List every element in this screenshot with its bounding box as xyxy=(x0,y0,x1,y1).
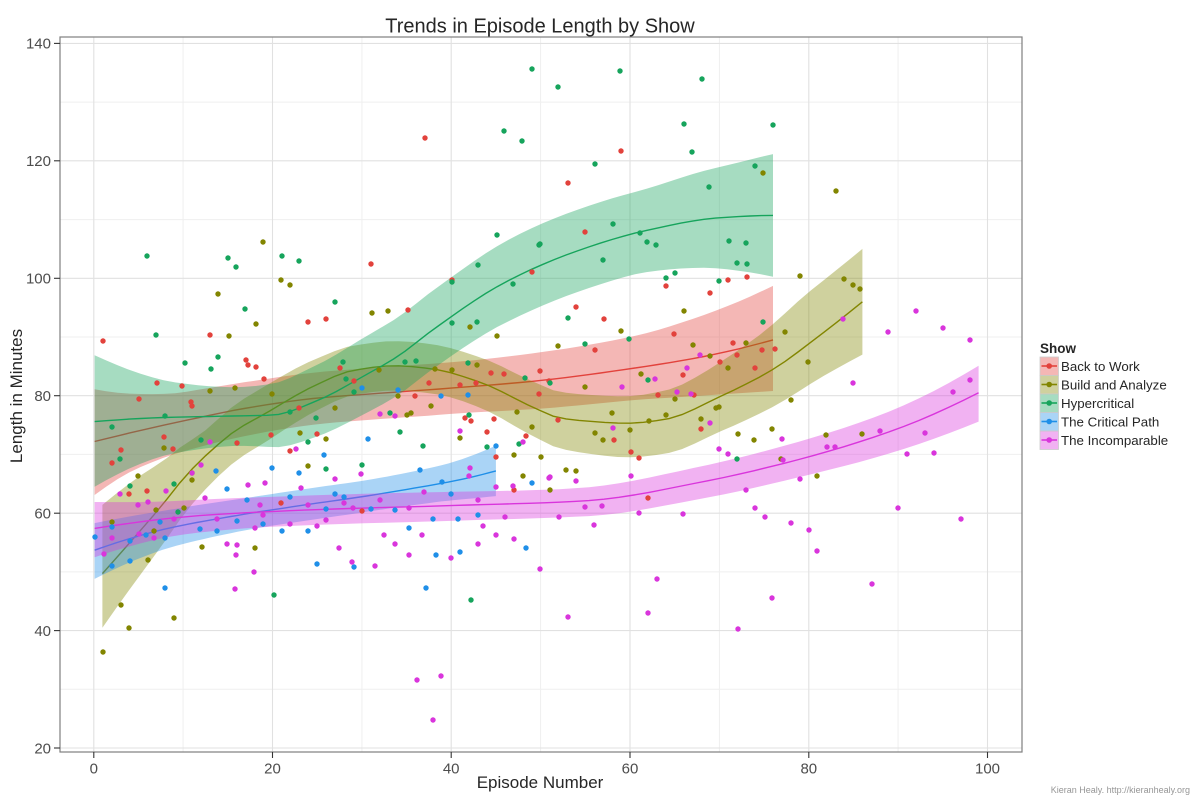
svg-text:The Incomparable: The Incomparable xyxy=(1061,433,1168,448)
svg-text:20: 20 xyxy=(264,761,281,778)
svg-text:100: 100 xyxy=(975,761,1000,778)
svg-text:80: 80 xyxy=(800,761,817,778)
svg-text:Length in Minutes: Length in Minutes xyxy=(7,329,26,463)
svg-text:100: 100 xyxy=(26,271,51,288)
svg-text:Show: Show xyxy=(1040,341,1076,356)
svg-text:40: 40 xyxy=(34,623,51,640)
svg-text:80: 80 xyxy=(34,388,51,405)
svg-text:Back to Work: Back to Work xyxy=(1061,359,1140,374)
svg-text:Kieran Healy. http://kieranhea: Kieran Healy. http://kieranhealy.org xyxy=(1051,785,1190,795)
svg-text:20: 20 xyxy=(34,740,51,757)
svg-text:Trends in Episode Length by Sh: Trends in Episode Length by Show xyxy=(385,16,695,38)
svg-text:60: 60 xyxy=(622,761,639,778)
svg-text:0: 0 xyxy=(90,761,98,778)
svg-text:140: 140 xyxy=(26,36,51,53)
svg-text:Episode Number: Episode Number xyxy=(477,773,604,792)
svg-text:Build and Analyze: Build and Analyze xyxy=(1061,377,1167,392)
svg-text:The Critical Path: The Critical Path xyxy=(1061,414,1159,429)
svg-text:Hypercritical: Hypercritical xyxy=(1061,396,1134,411)
svg-text:120: 120 xyxy=(26,153,51,170)
svg-text:40: 40 xyxy=(443,761,460,778)
svg-text:60: 60 xyxy=(34,506,51,523)
